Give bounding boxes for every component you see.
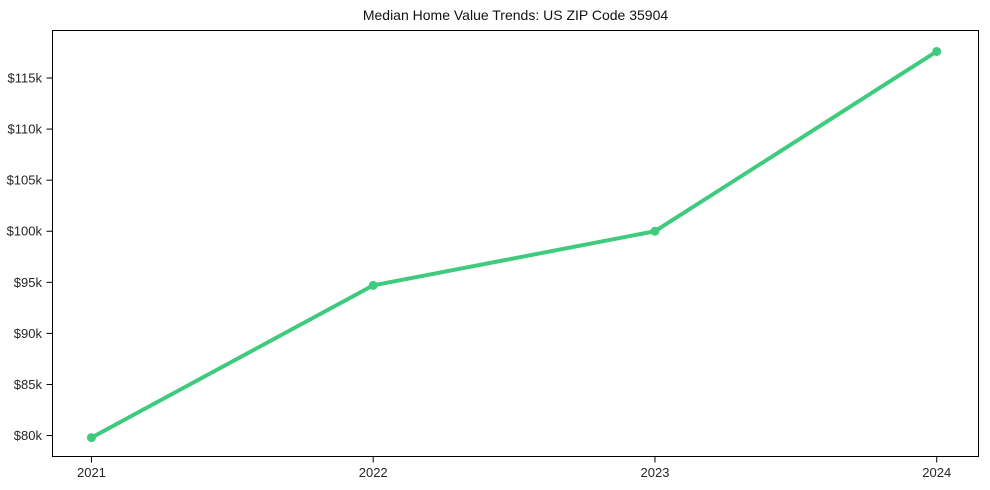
y-tick-label: $105k bbox=[7, 173, 43, 188]
y-tick-label: $110k bbox=[8, 122, 43, 137]
data-point-marker bbox=[650, 226, 660, 236]
x-tick-label: 2024 bbox=[922, 465, 951, 480]
chart-title: Median Home Value Trends: US ZIP Code 35… bbox=[362, 7, 669, 23]
plot-border bbox=[52, 30, 979, 457]
x-tick-label: 2022 bbox=[359, 465, 388, 480]
x-tick-label: 2023 bbox=[641, 465, 670, 480]
y-tick-label: $80k bbox=[14, 428, 43, 443]
trend-line bbox=[89, 49, 939, 440]
y-tick-label: $85k bbox=[14, 377, 43, 392]
data-point-marker bbox=[932, 46, 942, 56]
y-tick-label: $115k bbox=[8, 71, 43, 86]
data-point-marker bbox=[368, 280, 378, 290]
y-tick-label: $90k bbox=[14, 326, 43, 341]
y-tick-label: $100k bbox=[7, 224, 43, 239]
y-tick-label: $95k bbox=[14, 275, 43, 290]
data-point-marker bbox=[86, 433, 96, 443]
x-tick-label: 2021 bbox=[77, 465, 106, 480]
